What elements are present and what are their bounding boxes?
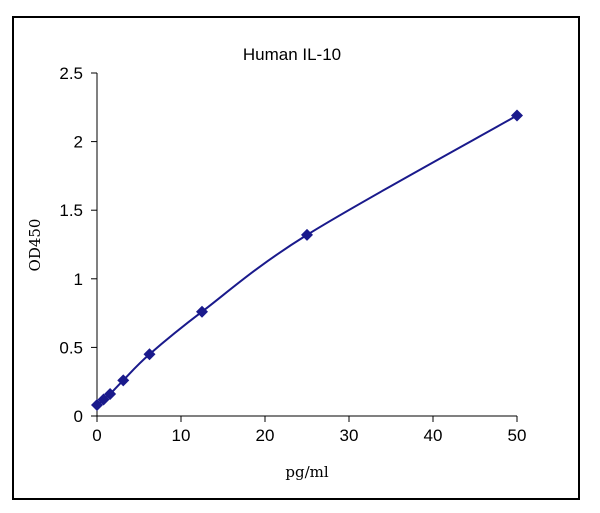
- chart-title: Human IL-10: [243, 45, 341, 64]
- x-axis-title: pg/ml: [285, 463, 328, 481]
- data-point: [117, 374, 130, 387]
- x-tick-label: 40: [424, 426, 443, 445]
- x-tick-label: 30: [340, 426, 359, 445]
- axes: [96, 73, 517, 417]
- y-tick-label: 0.5: [59, 338, 83, 357]
- x-tick-label: 0: [92, 426, 101, 445]
- data-point: [104, 388, 117, 401]
- y-tick-label: 1.5: [59, 201, 83, 220]
- y-tick-label: 2.5: [59, 64, 83, 83]
- y-tick-label: 0: [74, 407, 83, 426]
- y-tick-label: 2: [74, 133, 83, 152]
- series-line: [96, 114, 518, 406]
- ticks: 0 10 20 30 40 50 0 0.5 1 1.5 2 2.5: [59, 64, 526, 445]
- x-tick-label: 50: [508, 426, 527, 445]
- data-point: [196, 305, 208, 318]
- data-point: [301, 228, 313, 241]
- data-point: [91, 399, 103, 412]
- y-axis-title: OD450: [26, 219, 44, 272]
- x-tick-label: 10: [172, 426, 191, 445]
- data-point: [97, 393, 110, 406]
- chart-frame: [12, 16, 580, 500]
- x-tick-label: 20: [256, 426, 275, 445]
- data-point: [511, 109, 523, 122]
- data-point: [143, 348, 156, 361]
- series-markers: [91, 109, 523, 412]
- y-tick-label: 1: [74, 270, 83, 289]
